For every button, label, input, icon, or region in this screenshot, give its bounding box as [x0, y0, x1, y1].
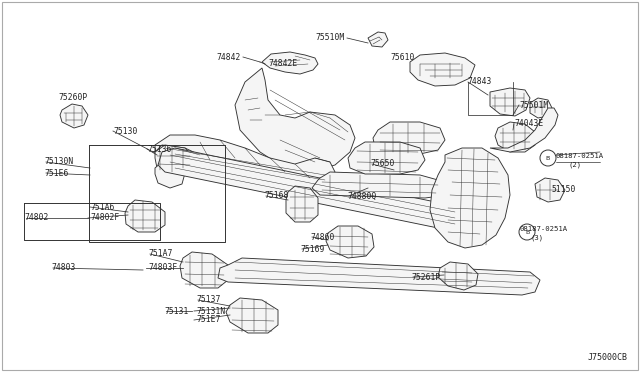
Polygon shape — [155, 145, 195, 174]
Text: 75510M: 75510M — [316, 33, 345, 42]
Text: 74842: 74842 — [216, 52, 241, 61]
Polygon shape — [495, 122, 535, 152]
Text: 751A7: 751A7 — [148, 250, 172, 259]
Polygon shape — [226, 298, 278, 333]
Text: 51150: 51150 — [551, 185, 575, 193]
Polygon shape — [262, 52, 318, 74]
Text: 75169: 75169 — [300, 244, 324, 253]
Text: 74880Q: 74880Q — [347, 192, 376, 201]
Text: B: B — [525, 230, 529, 234]
Text: 75130: 75130 — [113, 126, 138, 135]
Text: B: B — [546, 155, 550, 160]
Text: 74843: 74843 — [467, 77, 492, 87]
Text: (3): (3) — [530, 235, 543, 241]
Text: 74860: 74860 — [310, 232, 334, 241]
Text: 75131N: 75131N — [196, 307, 225, 315]
Polygon shape — [326, 226, 374, 258]
Text: 75168: 75168 — [264, 192, 289, 201]
Polygon shape — [490, 108, 558, 152]
Text: 75136: 75136 — [147, 144, 172, 154]
Text: 08187-0251A: 08187-0251A — [519, 226, 567, 232]
Polygon shape — [490, 88, 530, 116]
Polygon shape — [218, 258, 540, 295]
Polygon shape — [286, 186, 318, 222]
Polygon shape — [438, 262, 478, 290]
Polygon shape — [368, 32, 388, 47]
Text: 74803: 74803 — [51, 263, 76, 273]
Text: 75137: 75137 — [196, 295, 220, 305]
Polygon shape — [60, 104, 88, 128]
Polygon shape — [312, 172, 445, 198]
Text: 74802F: 74802F — [90, 214, 119, 222]
Text: J75000CB: J75000CB — [588, 353, 628, 362]
Text: (2): (2) — [568, 162, 581, 168]
Polygon shape — [235, 68, 355, 172]
Polygon shape — [180, 252, 228, 288]
Text: 75131: 75131 — [164, 307, 188, 315]
Text: 75260P: 75260P — [58, 93, 87, 102]
Text: 75610: 75610 — [390, 52, 414, 61]
Polygon shape — [430, 148, 510, 248]
Text: 75261P: 75261P — [411, 273, 440, 282]
Polygon shape — [155, 135, 335, 192]
Text: 75501M: 75501M — [519, 100, 548, 109]
Text: 74802: 74802 — [24, 214, 49, 222]
Polygon shape — [535, 178, 565, 202]
Polygon shape — [410, 53, 475, 86]
Text: 08187-0251A: 08187-0251A — [556, 153, 604, 159]
Text: 751A6: 751A6 — [90, 202, 115, 212]
Text: 751E7: 751E7 — [196, 315, 220, 324]
Text: 75650: 75650 — [370, 160, 394, 169]
Polygon shape — [530, 98, 552, 118]
Polygon shape — [158, 148, 460, 232]
Text: 751E6: 751E6 — [44, 169, 68, 177]
Polygon shape — [348, 142, 425, 174]
Text: 74803F: 74803F — [148, 263, 177, 273]
Polygon shape — [155, 162, 185, 188]
Text: 74043E: 74043E — [514, 119, 543, 128]
Text: 74842E: 74842E — [268, 60, 297, 68]
Text: 75130N: 75130N — [44, 157, 73, 167]
Polygon shape — [125, 200, 165, 232]
Polygon shape — [373, 122, 445, 154]
